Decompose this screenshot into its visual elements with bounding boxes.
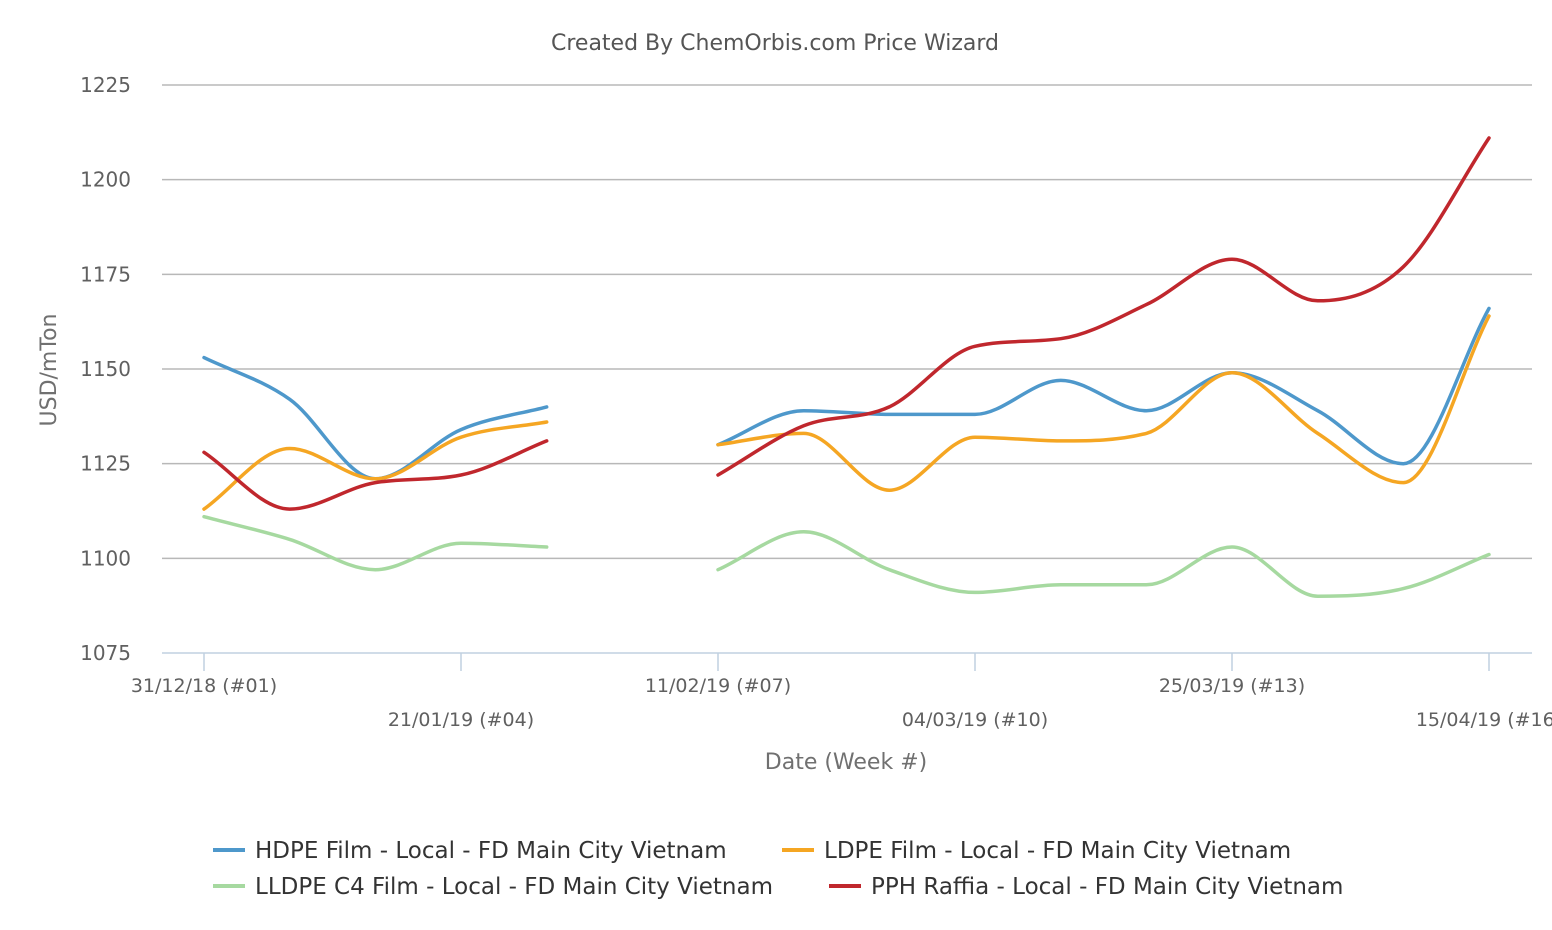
series-line-segment bbox=[716, 136, 1491, 477]
y-tick-label: 1125 bbox=[80, 452, 131, 476]
series-line-segment bbox=[716, 314, 1491, 492]
series-line-segment bbox=[202, 420, 549, 511]
legend: HDPE Film - Local - FD Main City Vietnam… bbox=[213, 838, 1343, 900]
chart-title: Created By ChemOrbis.com Price Wizard bbox=[551, 31, 999, 56]
gridlines bbox=[162, 84, 1532, 560]
x-tick-label: 21/01/19 (#04) bbox=[388, 709, 534, 731]
x-tick-label: 04/03/19 (#10) bbox=[902, 709, 1048, 731]
x-tick-label: 25/03/19 (#13) bbox=[1159, 675, 1305, 697]
series-line-segment bbox=[716, 530, 1491, 598]
legend-item[interactable]: PPH Raffia - Local - FD Main City Vietna… bbox=[829, 874, 1343, 900]
x-axis-title: Date (Week #) bbox=[765, 750, 927, 775]
y-tick-label: 1075 bbox=[80, 641, 131, 665]
series-4 bbox=[202, 136, 1491, 511]
x-tick-label: 15/04/19 (#16) bbox=[1416, 709, 1552, 731]
y-tick-label: 1200 bbox=[80, 168, 131, 192]
legend-label: HDPE Film - Local - FD Main City Vietnam bbox=[255, 838, 727, 864]
legend-label: PPH Raffia - Local - FD Main City Vietna… bbox=[871, 874, 1343, 900]
y-tick-label: 1100 bbox=[80, 546, 131, 570]
series-2 bbox=[202, 314, 1491, 511]
y-tick-label: 1225 bbox=[80, 73, 131, 97]
y-tick-label: 1175 bbox=[80, 262, 131, 286]
legend-label: LDPE Film - Local - FD Main City Vietnam bbox=[824, 838, 1291, 864]
x-tick-label: 31/12/18 (#01) bbox=[131, 675, 277, 697]
x-tick-label: 11/02/19 (#07) bbox=[645, 675, 791, 697]
series-line-segment bbox=[202, 355, 549, 481]
y-axis-tick-labels: 1075 1100 1125 1150 1175 1200 1225 bbox=[80, 73, 131, 665]
legend-item[interactable]: LLDPE C4 Film - Local - FD Main City Vie… bbox=[213, 874, 773, 900]
y-tick-label: 1150 bbox=[80, 357, 131, 381]
legend-item[interactable]: LDPE Film - Local - FD Main City Vietnam bbox=[782, 838, 1291, 864]
y-axis-title: USD/mTon bbox=[37, 314, 62, 427]
legend-label: LLDPE C4 Film - Local - FD Main City Vie… bbox=[255, 874, 773, 900]
series-1 bbox=[202, 306, 1491, 481]
series-lines bbox=[202, 136, 1491, 598]
legend-item[interactable]: HDPE Film - Local - FD Main City Vietnam bbox=[213, 838, 727, 864]
series-line-segment bbox=[202, 514, 549, 572]
x-axis: 31/12/18 (#01) 21/01/19 (#04) 11/02/19 (#0… bbox=[131, 653, 1552, 731]
series-line-segment bbox=[716, 306, 1491, 466]
series-line-segment bbox=[202, 439, 549, 511]
series-3 bbox=[202, 514, 1491, 598]
